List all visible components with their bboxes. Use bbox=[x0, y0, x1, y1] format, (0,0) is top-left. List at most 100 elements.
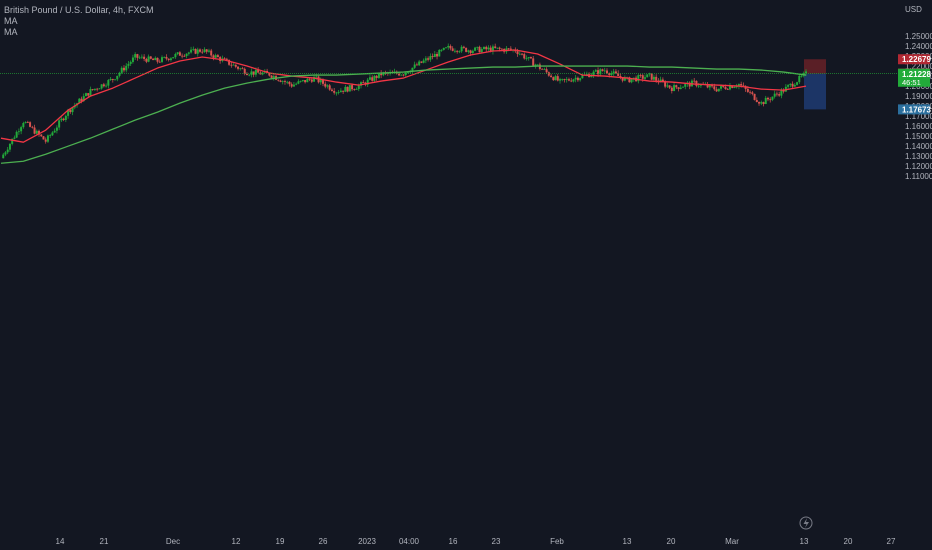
candle-body bbox=[637, 75, 640, 82]
candle-body bbox=[751, 92, 754, 94]
candle-body bbox=[693, 80, 696, 82]
target-zone[interactable] bbox=[804, 59, 826, 74]
candle-body bbox=[805, 71, 807, 74]
candle-body bbox=[277, 79, 280, 81]
x-tick-label: 2023 bbox=[358, 537, 376, 546]
candle-body bbox=[91, 89, 94, 90]
candle-body bbox=[711, 84, 714, 87]
candle-body bbox=[697, 85, 700, 87]
candle-body bbox=[525, 58, 528, 60]
candle-body bbox=[800, 75, 803, 77]
candle-body bbox=[679, 87, 682, 89]
position-zones[interactable] bbox=[804, 59, 826, 110]
candle-body bbox=[339, 90, 342, 93]
candle-body bbox=[518, 53, 521, 55]
candle-body bbox=[131, 57, 134, 62]
indicator-ma-1[interactable]: MA bbox=[4, 16, 18, 26]
candle-body bbox=[688, 82, 691, 87]
candle-body bbox=[237, 66, 240, 69]
candle-body bbox=[489, 47, 492, 52]
candle-body bbox=[89, 89, 92, 96]
candle-body bbox=[713, 86, 716, 90]
candle-body bbox=[422, 60, 425, 63]
candle-body bbox=[639, 75, 642, 76]
candle-body bbox=[724, 87, 727, 90]
candle-body bbox=[250, 71, 253, 75]
candle-body bbox=[360, 82, 363, 86]
candle-body bbox=[297, 81, 300, 84]
candle-body bbox=[478, 46, 481, 53]
candle-body bbox=[550, 75, 553, 78]
candle-body bbox=[373, 75, 376, 81]
candle-body bbox=[368, 77, 371, 80]
candle-body bbox=[561, 78, 564, 80]
candle-body bbox=[53, 130, 56, 133]
candle-body bbox=[476, 46, 479, 48]
candle-body bbox=[304, 80, 307, 83]
candle-body bbox=[143, 56, 146, 59]
candle-body bbox=[299, 80, 302, 82]
y-tick-label: 1.13000 bbox=[905, 152, 932, 161]
candle-body bbox=[521, 53, 524, 55]
candle-body bbox=[460, 46, 463, 52]
candle-body bbox=[480, 49, 483, 53]
candle-body bbox=[787, 85, 790, 87]
candle-body bbox=[87, 93, 90, 96]
candle-body bbox=[96, 88, 99, 90]
candle-body bbox=[760, 102, 763, 104]
candle-body bbox=[322, 79, 324, 84]
candle-body bbox=[145, 58, 148, 62]
candle-body bbox=[404, 72, 407, 76]
candle-body bbox=[29, 122, 32, 127]
candle-body bbox=[603, 70, 606, 72]
x-tick-label: 26 bbox=[319, 537, 328, 546]
candle-body bbox=[190, 49, 193, 53]
price-axis[interactable]: USD 1.250001.240001.230001.220001.210001… bbox=[905, 5, 932, 181]
candle-body bbox=[695, 80, 698, 86]
candle-body bbox=[295, 83, 298, 85]
candle-body bbox=[780, 89, 783, 96]
candle-body bbox=[666, 85, 669, 87]
candle-body bbox=[49, 135, 52, 136]
candle-body bbox=[764, 97, 767, 105]
candle-body bbox=[268, 72, 271, 76]
indicator-ma-2[interactable]: MA bbox=[4, 27, 18, 37]
stop-zone[interactable] bbox=[804, 73, 826, 110]
candle-body bbox=[152, 58, 155, 61]
candle-body bbox=[17, 131, 20, 133]
candle-body bbox=[55, 127, 58, 131]
candle-body bbox=[207, 50, 210, 52]
candle-body bbox=[194, 48, 197, 54]
last-price-tag bbox=[898, 68, 930, 87]
chart-legend: British Pound / U.S. Dollar, 4h, FXCM MA… bbox=[4, 5, 154, 38]
candle-body bbox=[594, 70, 597, 72]
candle-body bbox=[375, 75, 378, 78]
candle-body bbox=[241, 68, 244, 70]
candle-body bbox=[465, 47, 468, 52]
candle-body bbox=[749, 91, 752, 93]
replay-lightning-icon[interactable] bbox=[799, 516, 813, 530]
candle-body bbox=[755, 99, 758, 102]
candle-body bbox=[156, 57, 159, 62]
candle-body bbox=[11, 138, 14, 144]
candle-body bbox=[778, 94, 781, 96]
candle-body bbox=[138, 57, 141, 59]
candle-body bbox=[538, 64, 541, 69]
candle-body bbox=[129, 61, 132, 64]
candle-body bbox=[310, 79, 313, 82]
candle-body bbox=[13, 137, 16, 139]
candle-body bbox=[458, 51, 461, 53]
candle-body bbox=[214, 55, 217, 58]
candle-body bbox=[733, 86, 736, 88]
candle-body bbox=[438, 49, 441, 57]
candle-body bbox=[646, 74, 649, 78]
candle-body bbox=[169, 58, 172, 61]
candle-body bbox=[516, 51, 519, 55]
ma-line-1 bbox=[0, 49, 807, 143]
candle-body bbox=[474, 47, 477, 51]
candle-body bbox=[431, 56, 434, 58]
candle-body bbox=[176, 52, 179, 54]
time-axis[interactable]: 14 21 Dec 12 19 26 2023 04:00 16 23 Feb 13 20 Mar 13 20… bbox=[56, 537, 896, 546]
